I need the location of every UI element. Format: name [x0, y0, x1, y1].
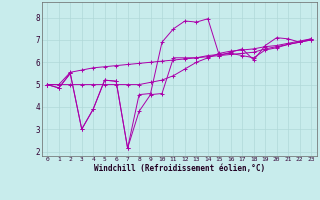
X-axis label: Windchill (Refroidissement éolien,°C): Windchill (Refroidissement éolien,°C): [94, 164, 265, 173]
